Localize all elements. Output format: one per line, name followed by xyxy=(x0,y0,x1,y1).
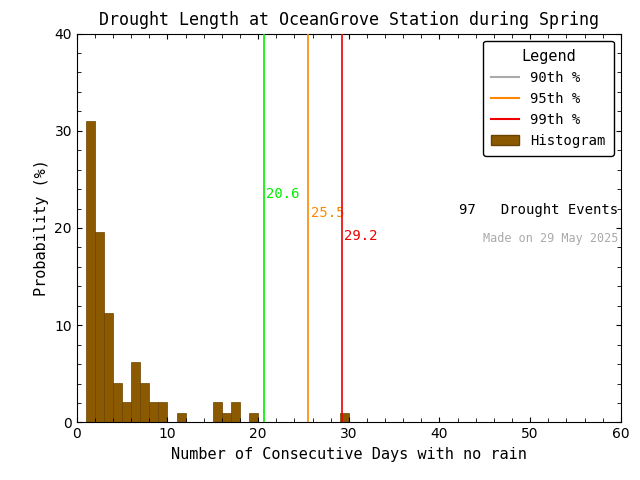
Bar xyxy=(177,413,186,422)
Bar xyxy=(86,121,95,422)
Bar xyxy=(212,402,222,422)
Bar xyxy=(158,402,168,422)
Bar xyxy=(249,413,258,422)
Bar xyxy=(95,232,104,422)
Text: Made on 29 May 2025: Made on 29 May 2025 xyxy=(483,232,618,245)
Bar xyxy=(222,413,231,422)
Bar xyxy=(231,402,240,422)
Text: 29.2: 29.2 xyxy=(344,229,378,243)
Bar xyxy=(140,383,149,422)
Legend: 90th %, 95th %, 99th %, Histogram: 90th %, 95th %, 99th %, Histogram xyxy=(483,40,614,156)
Text: 25.5: 25.5 xyxy=(311,206,344,220)
Bar xyxy=(104,312,113,422)
Bar xyxy=(122,402,131,422)
Text: 20.6: 20.6 xyxy=(266,187,300,201)
Bar xyxy=(131,362,140,422)
Bar xyxy=(340,413,349,422)
Bar xyxy=(113,383,122,422)
Text: 97   Drought Events: 97 Drought Events xyxy=(459,203,618,217)
Title: Drought Length at OceanGrove Station during Spring: Drought Length at OceanGrove Station dur… xyxy=(99,11,599,29)
X-axis label: Number of Consecutive Days with no rain: Number of Consecutive Days with no rain xyxy=(171,447,527,462)
Y-axis label: Probability (%): Probability (%) xyxy=(34,159,49,297)
Bar xyxy=(149,402,158,422)
